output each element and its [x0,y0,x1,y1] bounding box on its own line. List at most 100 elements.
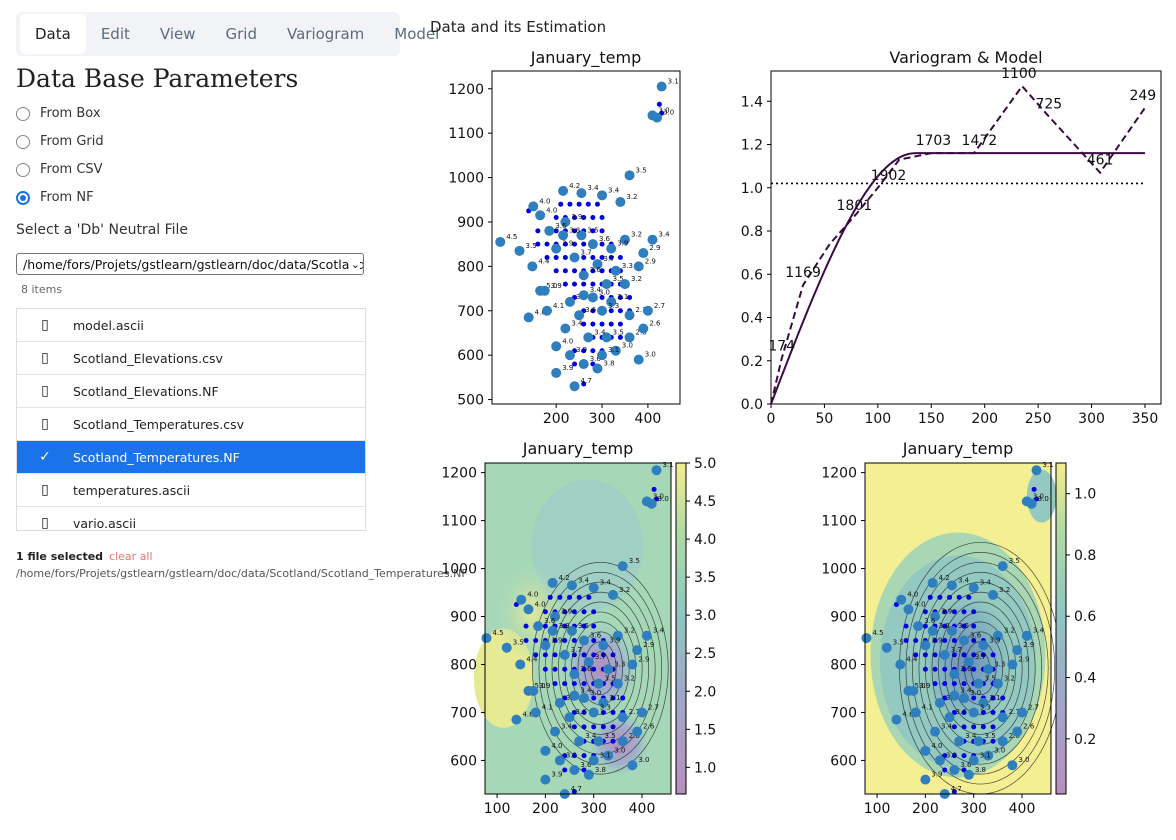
data-point [558,230,569,241]
data-dot [571,652,577,658]
point-label: 3.9 [571,213,582,221]
point-label: 3.7 [581,248,592,256]
tab-edit[interactable]: Edit [100,25,130,43]
point-label: 3.9 [931,636,942,644]
data-dot [581,241,587,247]
data-dot [535,228,541,234]
data-dot [533,637,539,643]
data-dot [922,652,928,658]
radio-circle[interactable] [16,106,30,121]
data-dot [562,609,568,615]
data-point [638,323,649,334]
radio-from-nf[interactable]: From NF [16,190,94,205]
data-point [551,341,562,352]
point-label: 2.6 [643,723,655,731]
data-point [1007,659,1018,670]
radio-from-csv[interactable]: From CSV [16,162,103,177]
data-point [997,712,1008,723]
data-dot [581,281,587,287]
data-dot [627,294,633,300]
data-dot [535,241,541,247]
data-dot [590,281,596,287]
data-dot [961,709,967,715]
tab-variogram[interactable]: Variogram [286,25,365,43]
data-point [542,305,553,316]
point-label: 3.0 [599,288,610,296]
point-label: 3.4 [1033,627,1045,635]
data-dot [562,753,568,759]
data-point [597,305,608,316]
list-item[interactable]: ▯ model.ascii [17,309,365,342]
data-dot [599,254,605,260]
point-label: 4.4 [906,655,918,663]
list-item[interactable]: ✓ Scotland_Temperatures.NF [17,441,365,474]
data-dot [980,724,986,730]
point-label: 3.9 [562,364,573,372]
radio-from-box[interactable]: From Box [16,106,101,121]
point-label: 3.4 [600,579,612,587]
y-tick-label: 600 [450,753,477,769]
radio-circle[interactable] [16,162,30,177]
data-point [1017,707,1028,718]
point-label: 2.9 [1023,641,1034,649]
point-label: 3.5 [629,557,640,565]
data-dot [600,724,606,730]
radio-circle[interactable] [16,190,30,205]
point-label: 3.9 [576,346,587,354]
point-label: 3.5 [613,328,624,336]
data-point [642,305,653,316]
list-item[interactable]: ▯ Scotland_Temperatures.csv [17,408,365,441]
pair-count-label: 1902 [871,168,907,184]
point-label: 3.3 [614,660,625,668]
point-label: 4.2 [939,574,950,582]
file-list[interactable]: ▯ model.ascii ▯ Scotland_Elevations.csv ▯ Sco… [16,308,366,531]
radio-circle[interactable] [16,134,30,149]
data-dot [599,268,605,274]
data-dot [572,281,578,287]
data-dot [542,623,548,629]
list-item[interactable]: ▯ Scotland_Elevations.NF [17,375,365,408]
data-dot [523,623,529,629]
data-dot [571,724,577,730]
data-point [968,755,979,766]
check-icon: ✓ [39,449,51,465]
file-folder-select[interactable]: /home/fors/Projets/gstlearn/gstlearn/doc… [16,253,364,275]
radio-label: From NF [40,190,94,205]
data-point [593,678,604,689]
file-name: model.ascii [73,317,144,333]
data-point [927,625,938,636]
tab-grid[interactable]: Grid [225,25,257,43]
data-dot [562,623,568,629]
list-item[interactable]: ▯ temperatures.ascii [17,474,365,507]
clear-all-link[interactable]: clear all [109,550,153,563]
list-item[interactable]: ▯ Scotland_Elevations.csv [17,342,365,375]
data-dot [922,609,928,615]
point-label: 3.7 [571,646,582,654]
y-tick-label: 800 [830,657,857,673]
point-label: 3.9 [941,608,952,616]
data-point [588,582,599,593]
point-label: 4.6 [522,711,534,719]
tab-bar: Data Edit View Grid Variogram Model [16,12,439,56]
data-point [579,693,590,704]
data-point [992,678,1003,689]
point-label: 4.5 [492,629,503,637]
data-point [481,633,492,644]
tab-data[interactable]: Data [20,14,86,54]
point-label: 3.0 [622,342,633,350]
point-label: 3.2 [631,275,642,283]
data-point [968,582,979,593]
point-label: 3.3 [994,660,1005,668]
list-item[interactable]: ▯ vario.ascii [17,507,365,530]
tab-model[interactable]: Model [394,25,440,43]
x-tick-label: 300 [960,801,987,817]
y-tick-label: 1000 [441,562,477,578]
radio-from-grid[interactable]: From Grid [16,134,104,149]
tab-view[interactable]: View [159,25,196,43]
data-point [910,707,921,718]
colorbar-label: 3.5 [694,570,716,586]
data-dot [951,709,957,715]
data-point [1007,760,1018,771]
point-label: 4.0 [562,337,573,345]
point-label: 4.5 [506,233,517,241]
